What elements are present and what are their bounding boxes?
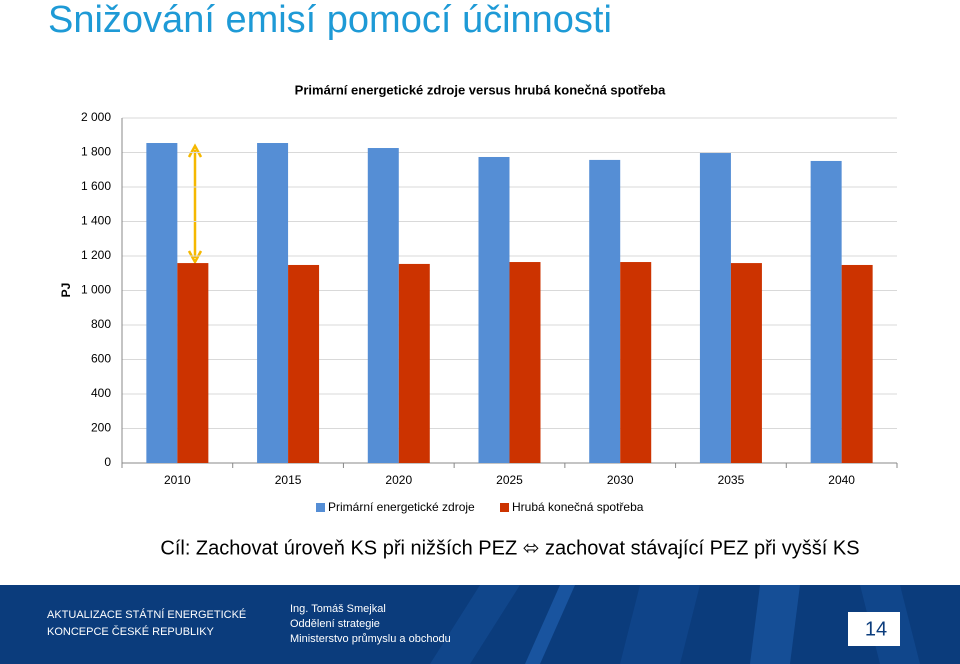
footer-left: KONCEPCE ČESKÉ REPUBLIKY: [47, 625, 215, 638]
bar: [810, 160, 842, 463]
bar: [367, 148, 399, 463]
bar: [620, 262, 652, 463]
bar: [730, 263, 762, 463]
footer-author: Ing. Tomáš Smejkal: [290, 603, 386, 615]
y-tick-label: 400: [91, 386, 111, 400]
legend-label: Hrubá konečná spotřeba: [512, 500, 644, 514]
bar: [589, 159, 621, 464]
bar: [699, 153, 731, 463]
y-tick-label: 1 600: [81, 179, 111, 193]
y-tick-label: 800: [91, 317, 111, 331]
y-tick-label: 1 800: [81, 145, 111, 159]
x-tick-label: 2025: [496, 473, 523, 487]
legend-swatch: [500, 503, 509, 512]
x-tick-label: 2015: [275, 473, 302, 487]
y-tick-label: 1 400: [81, 214, 111, 228]
x-tick-label: 2035: [718, 473, 745, 487]
bar: [146, 143, 178, 463]
slide-title: Snižování emisí pomocí účinnosti: [48, 0, 612, 41]
chart-title: Primární energetické zdroje versus hrubá…: [295, 82, 666, 97]
bar: [509, 262, 541, 463]
y-axis-label: PJ: [59, 283, 73, 298]
bar: [398, 263, 430, 463]
slide-subtitle: Cíl: Zachovat úroveň KS při nižších PEZ …: [160, 537, 859, 559]
footer-left: AKTUALIZACE STÁTNÍ ENERGETICKÉ: [47, 608, 246, 621]
y-tick-label: 2 000: [81, 110, 111, 124]
x-tick-label: 2010: [164, 473, 191, 487]
footer-author: Oddělení strategie: [290, 618, 380, 630]
legend-swatch: [316, 503, 325, 512]
y-tick-label: 0: [104, 455, 111, 469]
bar: [478, 156, 510, 464]
y-tick-label: 1 000: [81, 283, 111, 297]
x-tick-label: 2040: [828, 473, 855, 487]
legend-label: Primární energetické zdroje: [328, 500, 475, 514]
bar: [257, 143, 289, 463]
bar: [288, 264, 320, 463]
y-tick-label: 600: [91, 352, 111, 366]
x-tick-label: 2020: [385, 473, 412, 487]
page-number: 14: [865, 618, 887, 640]
y-tick-label: 1 200: [81, 248, 111, 262]
annotation-arrow: [187, 143, 203, 265]
x-tick-label: 2030: [607, 473, 634, 487]
bar: [841, 264, 873, 463]
footer-author: Ministerstvo průmyslu a obchodu: [290, 633, 451, 645]
y-tick-label: 200: [91, 421, 111, 435]
bar: [177, 263, 209, 463]
footer: [0, 585, 960, 664]
